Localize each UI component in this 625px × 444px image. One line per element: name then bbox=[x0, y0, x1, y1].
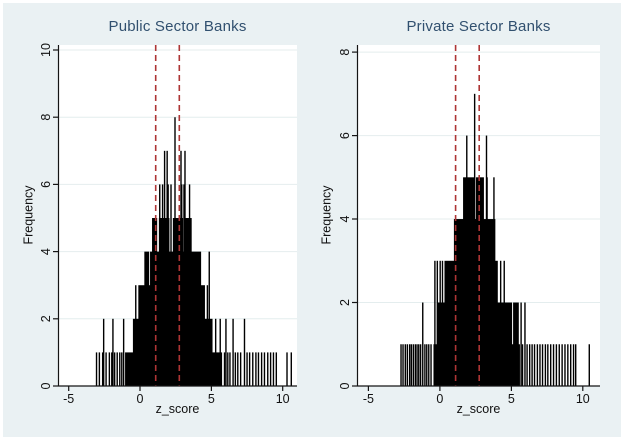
figure-background bbox=[3, 3, 621, 437]
